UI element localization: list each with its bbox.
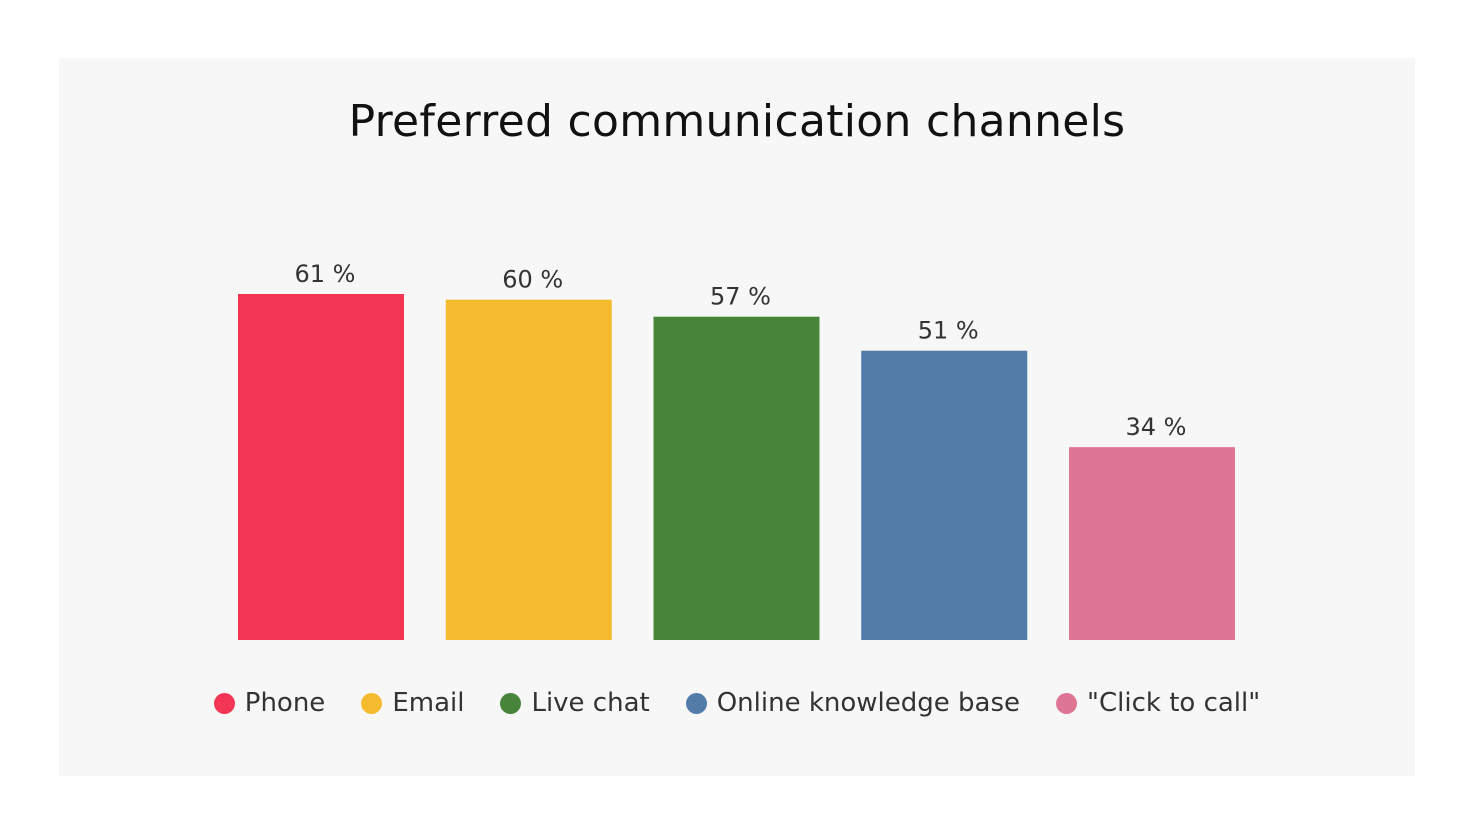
legend-dot-icon: [361, 692, 383, 714]
legend-label: Email: [392, 688, 465, 718]
legend-item-4: "Click to call": [1056, 688, 1260, 718]
legend-item-2: Live chat: [500, 688, 650, 718]
legend-label: Phone: [244, 688, 326, 718]
legend-dot-icon: [1056, 692, 1078, 714]
bar-3: [861, 350, 1028, 640]
value-label-0: 61 %: [295, 260, 356, 288]
legend-label: Live chat: [531, 688, 650, 718]
legend-item-1: Email: [361, 688, 464, 718]
bar-0: [238, 294, 404, 640]
bar-2: [653, 316, 820, 640]
value-label-1: 60 %: [502, 266, 563, 294]
bar-1: [445, 299, 612, 640]
legend-label: Online knowledge base: [716, 688, 1021, 718]
legend-label: "Click to call": [1087, 688, 1261, 718]
legend-item-3: Online knowledge base: [685, 688, 1021, 718]
value-label-2: 57 %: [710, 283, 771, 311]
legend-dot-icon: [500, 692, 522, 714]
legend-item-0: Phone: [213, 688, 326, 718]
value-label-4: 34 %: [1126, 413, 1187, 441]
chart-title: Preferred communication channels: [348, 96, 1126, 147]
legend: Phone Email Live chat Online knowledge base…: [59, 688, 1415, 718]
legend-dot-icon: [213, 692, 235, 714]
value-label-3: 51 %: [918, 317, 979, 345]
bar-4: [1069, 447, 1235, 640]
legend-dot-icon: [685, 692, 707, 714]
